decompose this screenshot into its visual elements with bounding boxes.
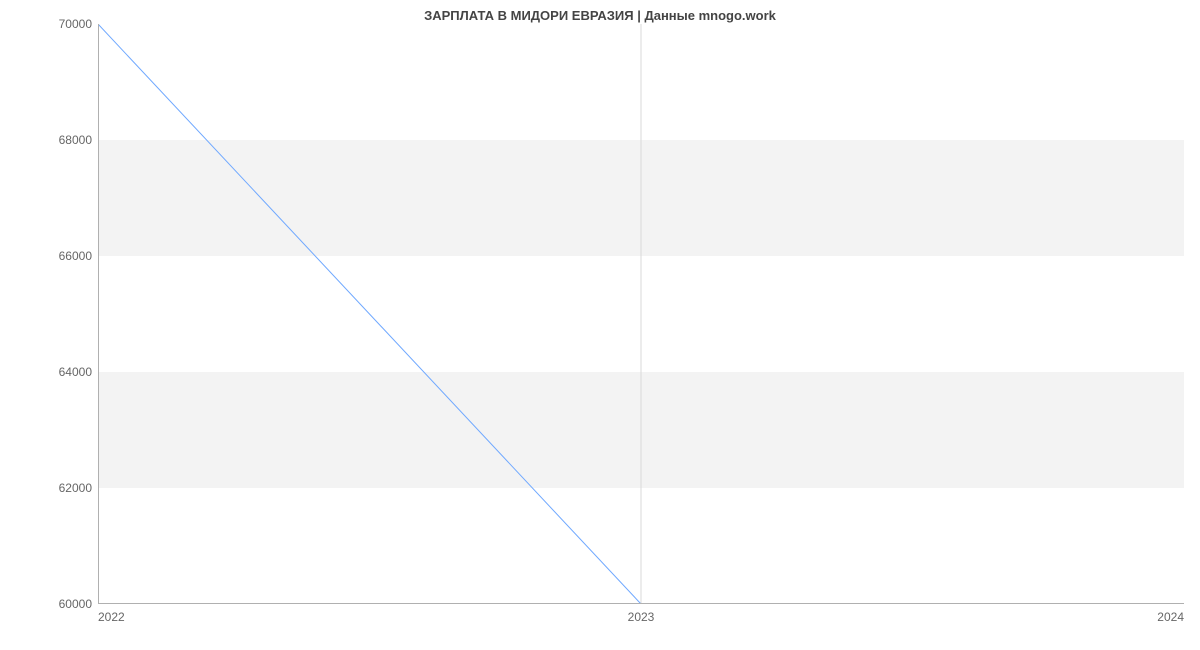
x-tick-label: 2024 (1157, 604, 1184, 624)
y-tick-label: 68000 (59, 133, 98, 147)
chart-svg (98, 24, 1184, 604)
y-tick-label: 60000 (59, 597, 98, 611)
chart-container: ЗАРПЛАТА В МИДОРИ ЕВРАЗИЯ | Данные mnogo… (0, 0, 1200, 650)
x-tick-label: 2022 (98, 604, 125, 624)
y-tick-label: 64000 (59, 365, 98, 379)
y-tick-label: 62000 (59, 481, 98, 495)
plot-area: 6000062000640006600068000700002022202320… (98, 24, 1184, 604)
y-tick-label: 66000 (59, 249, 98, 263)
x-tick-label: 2023 (628, 604, 655, 624)
chart-title: ЗАРПЛАТА В МИДОРИ ЕВРАЗИЯ | Данные mnogo… (0, 8, 1200, 23)
y-tick-label: 70000 (59, 17, 98, 31)
